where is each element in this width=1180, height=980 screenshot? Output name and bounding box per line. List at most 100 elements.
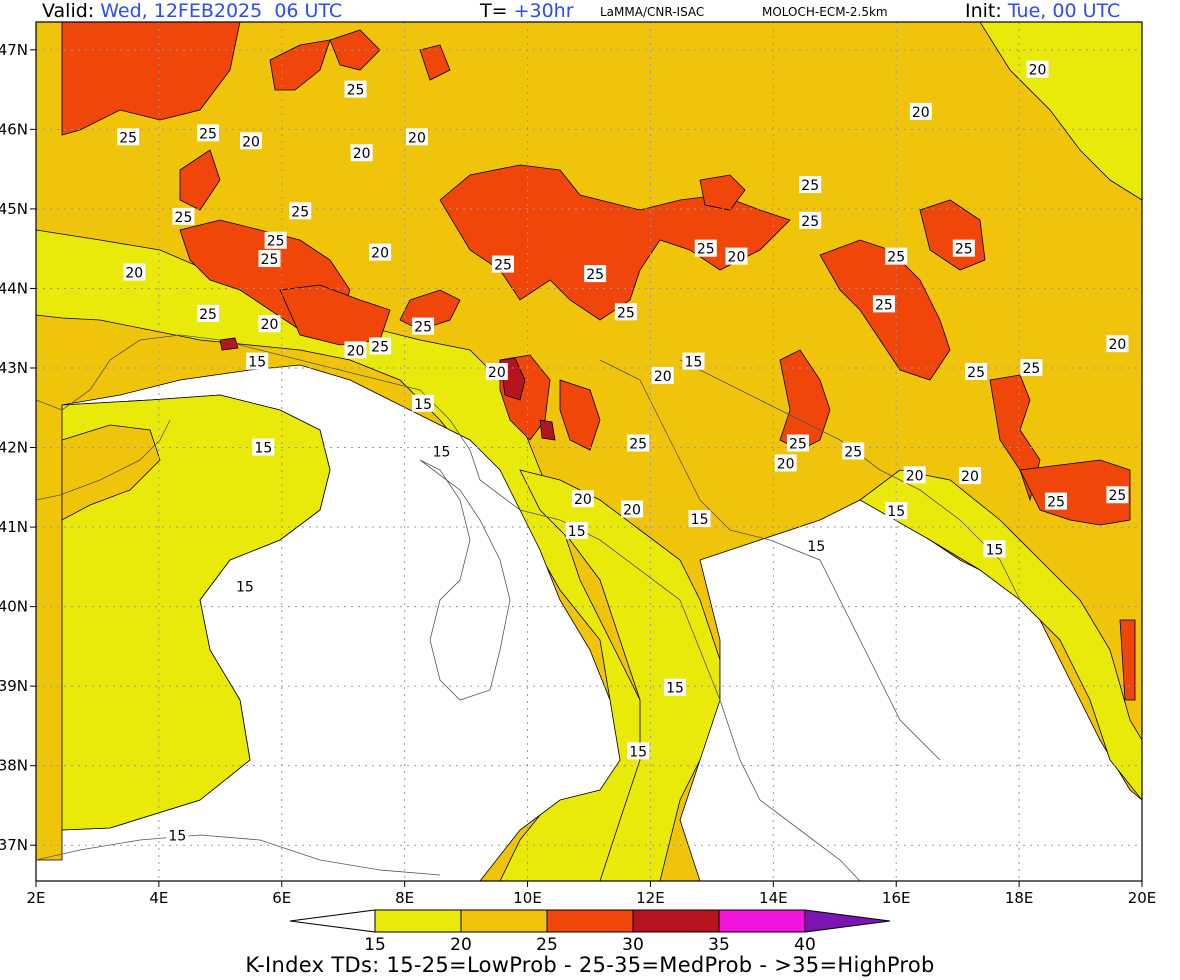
svg-text:25: 25 — [801, 178, 819, 194]
contour-label: 20 — [903, 466, 926, 484]
valid-label: Valid: — [42, 0, 95, 22]
svg-text:25: 25 — [267, 234, 285, 250]
colorbar-tick-label: 30 — [622, 935, 644, 950]
contour-label: 20 — [958, 467, 981, 485]
svg-text:25: 25 — [967, 365, 985, 381]
svg-text:20: 20 — [1029, 63, 1047, 79]
x-tick-label: 6E — [272, 889, 291, 907]
svg-text:20: 20 — [728, 250, 746, 266]
x-tick-label: 4E — [149, 889, 168, 907]
contour-label: 25 — [412, 317, 435, 336]
contour-labels: 25 25 20 25 20 20 25 25 25 25 20 20 25 20 25 20 25 25 25 25… — [117, 60, 1129, 845]
contour-label: 15 — [688, 510, 711, 528]
svg-text:20: 20 — [574, 492, 592, 508]
svg-text:25: 25 — [697, 242, 715, 258]
svg-text:25: 25 — [347, 83, 365, 99]
contour-label: 25 — [172, 207, 195, 226]
svg-text:25: 25 — [629, 437, 647, 453]
svg-text:20: 20 — [961, 469, 979, 485]
contour-label: 15 — [983, 540, 1006, 558]
svg-text:20: 20 — [912, 105, 930, 121]
contour-label: 25 — [799, 176, 822, 194]
init-label: Init: — [965, 0, 1002, 22]
x-tick-label: 12E — [636, 889, 665, 907]
svg-text:20: 20 — [347, 343, 365, 359]
contour-label: 25 — [369, 337, 392, 356]
y-tick-label: 42N — [0, 439, 28, 457]
contour-label: 20 — [240, 132, 263, 150]
contour-label: 25 — [614, 303, 637, 321]
svg-text:20: 20 — [353, 146, 371, 162]
contour-label: 15 — [412, 394, 435, 413]
forecast-step: T= +30hr — [480, 0, 574, 22]
svg-text:25: 25 — [291, 204, 309, 220]
svg-text:20: 20 — [1109, 337, 1127, 353]
x-tick-label: 10E — [513, 889, 542, 907]
svg-text:25: 25 — [175, 210, 193, 226]
contour-label: 25 — [258, 250, 281, 268]
init-time: Init: Tue, 00 UTC — [965, 0, 1120, 22]
colorbar-segment — [718, 909, 806, 933]
contour-label: 25 — [885, 247, 908, 266]
svg-text:15: 15 — [685, 355, 703, 371]
x-tick-label: 18E — [1005, 889, 1034, 907]
contour-label: 20 — [350, 144, 373, 162]
colorbar-tick-label: 40 — [794, 935, 816, 950]
x-tick-label: 8E — [395, 889, 414, 907]
contour-label: 25 — [799, 211, 822, 230]
contour-label: 20 — [369, 243, 392, 262]
svg-text:15: 15 — [691, 512, 709, 528]
svg-text:20: 20 — [261, 317, 279, 333]
svg-text:25: 25 — [199, 126, 217, 142]
colorbar-low-arrow — [289, 909, 376, 933]
contour-label: 15 — [430, 442, 453, 461]
svg-text:25: 25 — [875, 297, 893, 313]
svg-text:25: 25 — [119, 130, 137, 146]
svg-text:25: 25 — [261, 252, 279, 268]
contour-label: 25 — [965, 362, 988, 381]
colorbar-segment — [632, 909, 720, 933]
svg-text:20: 20 — [488, 365, 506, 381]
contour-label: 15 — [627, 742, 650, 760]
svg-text:20: 20 — [408, 130, 426, 146]
contour-label: 25 — [872, 295, 895, 313]
init-value: Tue, 00 UTC — [1007, 0, 1121, 22]
x-tick-label: 20E — [1128, 889, 1157, 907]
colorbar-segment — [546, 909, 634, 933]
colorbar-tick-label: 35 — [708, 935, 730, 950]
y-tick-label: 47N — [0, 41, 28, 59]
colorbar-tick-label: 20 — [450, 935, 472, 950]
svg-text:20: 20 — [777, 456, 795, 472]
svg-text:20: 20 — [906, 468, 924, 484]
svg-text:15: 15 — [807, 539, 825, 555]
valid-time: Valid: Wed, 12FEB2025 06 UTC — [42, 0, 342, 22]
contour-label: 15 — [805, 537, 828, 555]
contour-label: 25 — [197, 124, 220, 142]
contour-label: 15 — [565, 522, 588, 540]
svg-text:25: 25 — [1109, 488, 1127, 504]
model-label: MOLOCH-ECM-2.5km — [762, 5, 888, 19]
y-tick-label: 41N — [0, 518, 28, 536]
contour-label: 15 — [166, 826, 189, 845]
contour-label: 25 — [694, 239, 717, 258]
svg-text:15: 15 — [248, 355, 266, 371]
footer-legend-text: K-Index TDs: 15-25=LowProb - 25-35=MedPr… — [245, 953, 935, 977]
source-label: LaMMA/CNR-ISAC — [600, 5, 705, 19]
colorbar-tick-label: 25 — [536, 935, 558, 950]
contour-label: 25 — [264, 231, 287, 250]
svg-text:20: 20 — [623, 503, 641, 519]
contour-label: 25 — [117, 128, 140, 146]
svg-text:15: 15 — [236, 580, 254, 596]
svg-text:15: 15 — [433, 445, 451, 461]
kindex-map: 25 25 20 25 20 20 25 25 25 25 20 20 25 20 25 20 25 25 25 25… — [0, 21, 1156, 950]
y-tick-label: 44N — [0, 279, 28, 297]
svg-text:25: 25 — [844, 445, 862, 461]
svg-text:15: 15 — [986, 542, 1004, 558]
colorbar-high-arrow — [804, 909, 891, 933]
x-tick-label: 16E — [882, 889, 911, 907]
svg-text:15: 15 — [168, 829, 186, 845]
field-15-20-tyrrhenian — [519, 469, 721, 881]
svg-text:25: 25 — [414, 320, 432, 336]
field-layer — [36, 22, 1142, 881]
axes: 2E 4E 6E 8E 10E 12E 14E 16E 18E 20E 47N 46N 45N 44N 43… — [0, 41, 1156, 907]
